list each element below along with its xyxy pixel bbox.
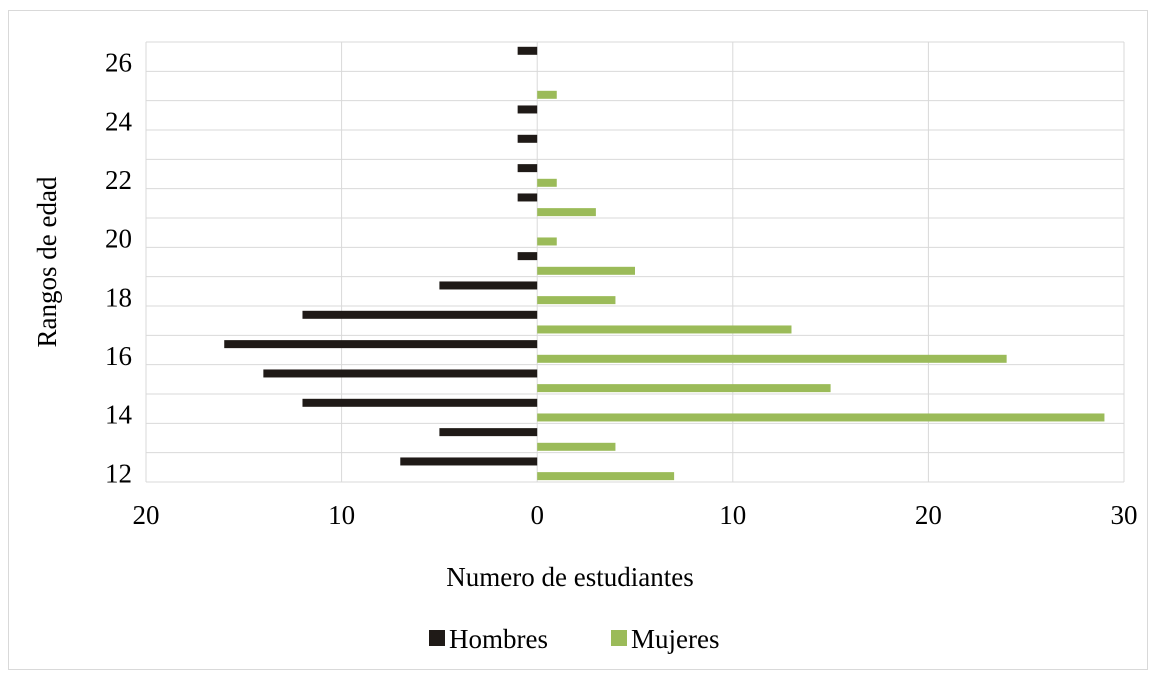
legend-swatch-hombres <box>429 630 445 646</box>
bar-hombres-16 <box>224 340 538 349</box>
y-tick-label: 18 <box>105 282 132 312</box>
bar-hombres-23 <box>517 134 538 143</box>
bar-hombres-15 <box>263 369 538 378</box>
y-tick-label: 12 <box>105 458 132 488</box>
bar-mujeres-20 <box>537 237 557 246</box>
y-tick-label: 24 <box>105 106 133 136</box>
bar-mujeres-19 <box>537 266 635 275</box>
bar-hombres-18 <box>439 281 538 290</box>
bar-hombres-14 <box>302 398 538 407</box>
bar-mujeres-14 <box>537 413 1105 422</box>
bar-hombres-19 <box>517 252 538 261</box>
y-axis-label: Rangos de edad <box>32 176 62 347</box>
bar-mujeres-13 <box>537 442 616 451</box>
x-tick-label: 10 <box>719 500 746 530</box>
legend-label-mujeres: Mujeres <box>631 624 719 654</box>
x-tick-label: 10 <box>328 500 355 530</box>
bar-hombres-12 <box>400 457 538 466</box>
bar-mujeres-22 <box>537 178 557 187</box>
x-tick-label: 30 <box>1111 500 1138 530</box>
y-tick-label: 14 <box>105 400 133 430</box>
bars <box>224 46 1105 481</box>
x-tick-label: 20 <box>915 500 942 530</box>
y-tick-label: 20 <box>105 224 132 254</box>
bar-hombres-24 <box>517 105 538 114</box>
y-tick-label: 16 <box>105 341 132 371</box>
bar-mujeres-17 <box>537 325 792 334</box>
y-tick-labels: 12 14 16 18 20 22 24 26 <box>105 48 133 489</box>
bar-mujeres-15 <box>537 384 831 393</box>
chart-frame <box>8 10 1148 670</box>
legend-swatch-mujeres <box>611 630 627 646</box>
bar-hombres-17 <box>302 310 538 319</box>
bar-mujeres-21 <box>537 208 596 217</box>
y-tick-label: 26 <box>105 48 132 78</box>
bar-mujeres-16 <box>537 354 1007 363</box>
x-tick-labels: 20 10 0 10 20 30 <box>133 500 1138 530</box>
grid-lines <box>145 41 1125 483</box>
y-tick-label: 22 <box>105 165 132 195</box>
x-tick-label: 0 <box>530 500 544 530</box>
bar-mujeres-18 <box>537 296 616 305</box>
bar-hombres-26 <box>517 46 538 55</box>
bar-hombres-21 <box>517 193 538 202</box>
bar-hombres-22 <box>517 164 538 173</box>
legend-label-hombres: Hombres <box>449 624 548 654</box>
x-axis-label: Numero de estudiantes <box>446 562 693 592</box>
bar-mujeres-12 <box>537 472 675 481</box>
bar-mujeres-25 <box>537 90 557 99</box>
bar-hombres-13 <box>439 428 538 437</box>
legend: Hombres Mujeres <box>429 624 719 654</box>
x-tick-label: 20 <box>133 500 160 530</box>
